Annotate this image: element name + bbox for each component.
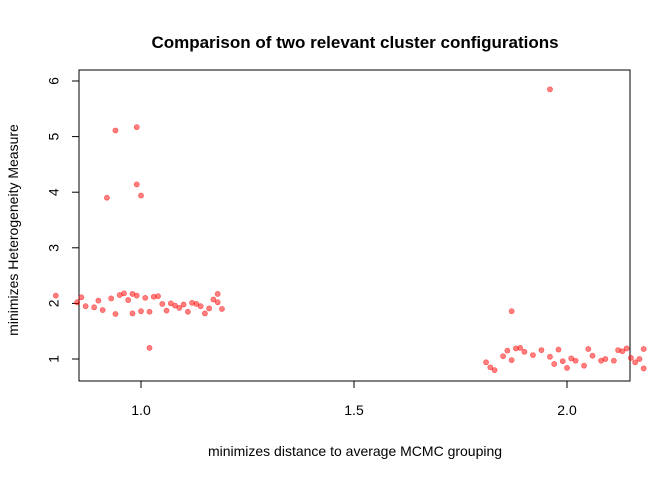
- data-point: [214, 299, 221, 306]
- data-point: [133, 181, 140, 188]
- data-point: [108, 295, 115, 302]
- data-point: [581, 362, 587, 369]
- data-point: [623, 345, 630, 352]
- data-point: [125, 297, 132, 303]
- data-point: [214, 291, 221, 297]
- data-point: [52, 292, 59, 299]
- y-tick-label: 2: [46, 299, 62, 307]
- data-points: [52, 86, 647, 374]
- data-point: [619, 348, 626, 355]
- plot-frame: [78, 69, 631, 382]
- data-point: [483, 359, 489, 366]
- data-point: [521, 348, 528, 355]
- data-point: [487, 364, 494, 371]
- data-point: [176, 304, 183, 311]
- data-point: [82, 303, 89, 310]
- data-point: [632, 359, 639, 366]
- data-point: [155, 293, 161, 300]
- data-point: [517, 344, 524, 351]
- data-point: [530, 352, 536, 359]
- data-point: [610, 357, 617, 364]
- data-point: [99, 307, 106, 313]
- data-point: [602, 356, 609, 362]
- chart-title: Comparison of two relevant cluster confi…: [151, 33, 558, 52]
- data-point: [538, 347, 545, 354]
- data-point: [146, 308, 153, 315]
- data-point: [564, 364, 570, 371]
- data-point: [589, 352, 596, 359]
- x-tick-label: 2.0: [557, 402, 577, 418]
- data-point: [112, 127, 119, 134]
- x-tick-label: 1.0: [131, 402, 151, 418]
- data-point: [201, 310, 208, 317]
- data-point: [572, 357, 579, 364]
- x-axis-label: minimizes distance to average MCMC group…: [208, 443, 502, 459]
- data-point: [640, 346, 647, 352]
- data-point: [133, 292, 140, 299]
- data-point: [138, 308, 144, 315]
- data-point: [508, 308, 515, 315]
- data-point: [585, 346, 592, 352]
- y-tick-label: 1: [46, 355, 62, 363]
- data-point: [146, 344, 153, 351]
- data-point: [551, 361, 558, 367]
- data-point: [500, 353, 506, 360]
- data-point: [91, 304, 98, 311]
- data-point: [508, 357, 515, 364]
- data-point: [640, 365, 647, 372]
- x-tick-label: 1.5: [344, 402, 364, 418]
- data-point: [180, 301, 187, 308]
- data-point: [219, 306, 225, 312]
- data-point: [78, 294, 85, 301]
- x-axis: 1.01.52.02.53.0: [131, 381, 577, 418]
- y-axis: 1 2 3 4 5 6: [46, 77, 79, 363]
- data-point: [112, 311, 119, 317]
- data-point: [104, 194, 110, 201]
- y-tick-label: 3: [46, 244, 62, 252]
- data-point: [628, 354, 634, 361]
- y-tick-label: 4: [46, 188, 62, 196]
- data-point: [159, 301, 166, 307]
- data-point: [547, 86, 553, 93]
- data-point: [74, 299, 80, 306]
- data-point: [504, 347, 511, 354]
- y-tick-label: 5: [46, 132, 62, 140]
- data-point: [197, 303, 204, 310]
- data-point: [559, 358, 566, 365]
- data-point: [95, 297, 102, 304]
- data-point: [138, 192, 144, 199]
- data-point: [121, 290, 127, 297]
- data-point: [547, 353, 553, 360]
- data-point: [163, 307, 170, 314]
- data-point: [129, 310, 136, 317]
- data-point: [142, 294, 149, 301]
- data-point: [210, 296, 217, 303]
- data-point: [206, 305, 213, 312]
- y-tick-label: 6: [46, 77, 62, 85]
- data-point: [184, 308, 191, 315]
- y-axis-label: minimizes Heterogeneity Measure: [5, 124, 21, 336]
- data-point: [636, 356, 643, 362]
- data-point: [555, 346, 562, 353]
- data-point: [491, 367, 498, 374]
- data-point: [133, 124, 140, 131]
